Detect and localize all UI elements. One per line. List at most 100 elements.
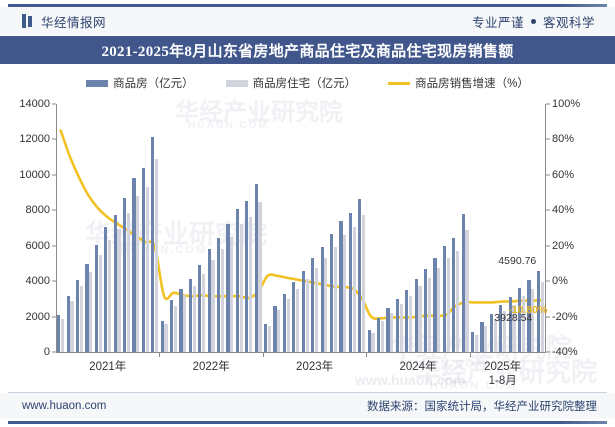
y-axis-left-tick [52,209,56,211]
bar-residential-housing [465,229,469,352]
bar-commodity-housing [339,220,343,352]
bar-commodity-housing [536,270,540,352]
bar-residential-housing [305,279,309,352]
y-axis-right-tick [546,280,550,282]
bar-commodity-housing [527,279,531,352]
footer-divider [8,392,607,393]
bar-commodity-housing [160,321,164,352]
y-axis-left-tick [52,316,56,318]
bar-commodity-housing [179,288,183,352]
bar-residential-housing [324,257,328,352]
footer: www.huaon.com 数据来源：国家统计局，华经产业研究院整理 [0,392,615,427]
page-title: 2021-2025年8月山东省房地产商品住宅及商品住宅现房销售额 [101,43,514,60]
tagline-right-text: 客观科学 [542,15,595,30]
bar-residential-housing [70,300,74,352]
bar-commodity-housing [423,268,428,352]
y-axis-right-tick [546,174,550,176]
bar-commodity-housing [254,184,258,352]
brand-name: 华经情报网 [41,15,107,30]
bar-commodity-housing [94,244,98,352]
y-axis-right-label: 40% [552,204,575,217]
x-axis-tick [262,352,264,357]
bar-commodity-housing [235,208,240,352]
bar-commodity-housing [217,237,221,352]
bar-commodity-housing [461,214,465,352]
bar-residential-housing [239,223,243,352]
bar-commodity-housing [517,287,522,352]
y-axis-left-label: 10000 [19,168,50,181]
footer-bar: www.huaon.com 数据来源：国家统计局，华经产业研究院整理 [0,393,615,419]
top-accent-line [8,4,607,7]
legend-item-1: 商品房住宅（亿元） [225,75,357,91]
bar-residential-housing [493,318,497,352]
footer-accent-line [8,421,607,424]
legend-swatch-line-growth [388,81,411,85]
bar-residential-housing [446,257,450,352]
bar-residential-housing [277,310,281,352]
bar-residential-housing [164,324,168,352]
bar-commodity-housing [348,212,352,352]
y-axis-right-label: 20% [552,239,575,252]
bar-residential-housing [343,234,347,352]
bar-residential-housing [79,286,83,352]
bar-commodity-housing [489,313,493,352]
legend-item-0: 商品房（亿元） [86,75,194,91]
y-axis-right [545,104,546,352]
bar-commodity-housing [207,248,211,352]
legend-label-1: 商品房住宅（亿元） [252,78,357,90]
bar-commodity-housing [442,245,446,352]
y-axis-left-tick [52,245,56,247]
y-axis-left-label: 4000 [25,275,50,288]
data-label-growth-rate: -10.80% [508,304,548,317]
bar-residential-housing [136,196,140,352]
x-axis-group-label: 2023年 [296,361,334,373]
chart-title-bar: 2021-2025年8月山东省房地产商品住宅及商品住宅现房销售额 [0,36,615,64]
bar-residential-housing [521,296,525,352]
legend-swatch-bar-residential [225,79,248,87]
bar-residential-housing [183,295,187,352]
y-axis-left-label: 2000 [25,310,50,323]
bar-residential-housing [408,296,413,352]
y-axis-left-label: 0 [43,346,50,358]
bar-commodity-housing [104,227,108,352]
bar-commodity-housing [245,200,249,352]
bar-commodity-housing [132,178,136,352]
bar-residential-housing [502,311,507,352]
bar-residential-housing [126,213,131,352]
dot-separator-icon [530,18,536,24]
huaon-logo-icon [22,14,35,28]
y-axis-right-label: 100% [552,98,581,110]
bar-commodity-housing [433,258,437,352]
watermark-url-5: www.huaon.com [355,372,466,388]
legend-item-2: 商品房销售增速（%） [388,75,529,91]
bar-commodity-housing [151,137,155,352]
bar-residential-housing [352,227,356,352]
bar-residential-housing [333,246,337,352]
bar-residential-housing [296,288,300,352]
bar-commodity-housing [376,317,381,352]
footer-site-link[interactable]: www.huaon.com [22,400,107,412]
bar-residential-housing [474,334,478,352]
y-axis-left-tick [52,174,56,176]
y-axis-left-tick [52,103,56,105]
bar-residential-housing [173,305,178,352]
bar-commodity-housing [320,246,324,352]
bar-residential-housing [371,332,375,352]
chart-area: 华经产业研究院 HUAON.COM 华经产业研究院 HUAON.COM 0200… [0,96,615,387]
bar-residential-housing [155,159,159,352]
bar-commodity-housing [386,307,390,352]
bar-commodity-housing [188,278,193,352]
bar-residential-housing [380,321,384,352]
x-axis-tick [159,352,161,357]
bar-residential-housing [512,304,516,352]
y-axis-right-tick [546,245,550,247]
y-axis-right-label: 0% [552,275,568,288]
y-axis-left [56,104,57,352]
y-axis-left-tick [52,138,56,140]
y-axis-left-tick [52,280,56,282]
data-label-residential-value: 3928.54 [494,312,533,325]
bar-commodity-housing [113,215,117,352]
bar-residential-housing [98,255,102,352]
bar-residential-housing [230,237,234,352]
bar-commodity-housing [414,278,418,352]
